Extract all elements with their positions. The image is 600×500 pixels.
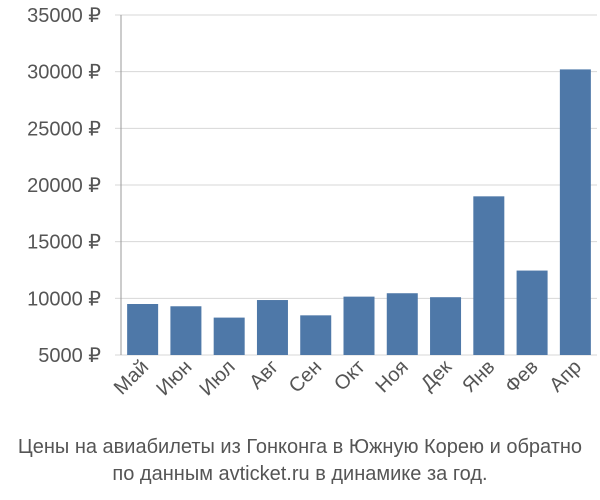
gridlines [115, 14, 597, 356]
x-tick-label: Ноя [372, 356, 413, 397]
x-tick-label: Апр [545, 356, 586, 397]
y-tick-label: 10000 ₽ [27, 288, 101, 310]
x-tick-label: Янв [458, 356, 499, 397]
chart-caption-line-2: по данным avticket.ru в динамике за год. [112, 463, 488, 485]
bar [516, 270, 548, 355]
x-tick-label: Фев [501, 356, 543, 398]
y-tick-label: 25000 ₽ [27, 118, 101, 140]
bar [127, 304, 159, 355]
bar [213, 317, 245, 355]
y-tick-label: 20000 ₽ [27, 175, 101, 197]
x-axis-tick-labels: Май Июн Июл Авг Сен Окт Ноя Дек Янв Фев Апр [110, 356, 586, 400]
y-tick-label: 5000 ₽ [38, 345, 101, 367]
bar [386, 293, 418, 355]
y-tick-label: 35000 ₽ [27, 5, 101, 27]
y-axis-tick-labels: 5000 ₽ 10000 ₽ 15000 ₽ 20000 ₽ 25000 ₽ 30000 … [27, 5, 101, 367]
bars [127, 69, 591, 356]
bar [343, 296, 375, 355]
chart-caption-line-1: Цены на авиабилеты из Гонконга в Южную К… [17, 436, 583, 458]
x-tick-label: Сен [285, 356, 326, 397]
x-tick-label: Июл [195, 356, 239, 400]
y-tick-label: 30000 ₽ [27, 62, 101, 84]
bar-chart: 5000 ₽ 10000 ₽ 15000 ₽ 20000 ₽ 25000 ₽ 30000 … [27, 5, 597, 400]
x-tick-label: Авг [245, 356, 283, 394]
x-tick-label: Май [110, 356, 153, 399]
x-tick-label: Дек [417, 356, 456, 395]
bar [430, 297, 462, 355]
bar [473, 196, 505, 355]
bar [300, 315, 332, 355]
bar [559, 69, 591, 356]
y-tick-label: 15000 ₽ [27, 232, 101, 254]
x-tick-label: Окт [330, 356, 369, 395]
x-tick-label: Июн [152, 356, 196, 400]
bar [170, 306, 202, 355]
bar [256, 300, 288, 355]
